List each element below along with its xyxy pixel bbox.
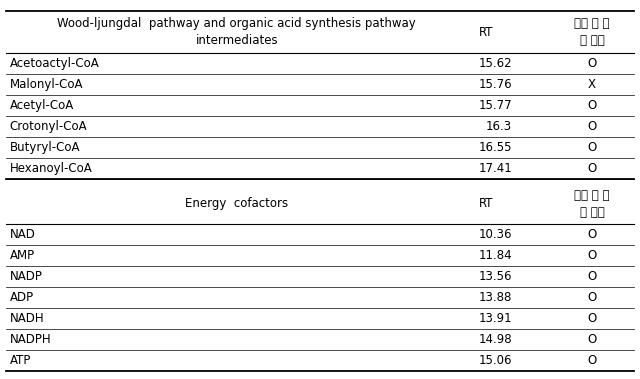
Text: NAD: NAD — [10, 229, 35, 241]
Text: X: X — [588, 78, 596, 91]
Text: 16.55: 16.55 — [479, 141, 512, 154]
Text: 11.84: 11.84 — [478, 249, 512, 263]
Text: 세포 내 검
칬 여부: 세포 내 검 칬 여부 — [574, 188, 610, 219]
Text: 17.41: 17.41 — [478, 162, 512, 175]
Text: O: O — [588, 271, 596, 283]
Text: O: O — [588, 141, 596, 154]
Text: 16.3: 16.3 — [486, 120, 512, 133]
Text: Wood-ljungdal  pathway and organic acid synthesis pathway
intermediates: Wood-ljungdal pathway and organic acid s… — [58, 17, 416, 47]
Text: Acetoactyl-CoA: Acetoactyl-CoA — [10, 57, 99, 70]
Text: O: O — [588, 162, 596, 175]
Text: 15.76: 15.76 — [478, 78, 512, 91]
Text: Energy  cofactors: Energy cofactors — [185, 197, 289, 210]
Text: O: O — [588, 312, 596, 326]
Text: 15.77: 15.77 — [478, 99, 512, 112]
Text: Butyryl-CoA: Butyryl-CoA — [10, 141, 80, 154]
Text: RT: RT — [479, 26, 493, 39]
Text: O: O — [588, 334, 596, 346]
Text: O: O — [588, 354, 596, 367]
Text: ADP: ADP — [10, 291, 34, 304]
Text: 14.98: 14.98 — [478, 334, 512, 346]
Text: O: O — [588, 249, 596, 263]
Text: NADH: NADH — [10, 312, 44, 326]
Text: O: O — [588, 229, 596, 241]
Text: AMP: AMP — [10, 249, 35, 263]
Text: NADP: NADP — [10, 271, 42, 283]
Text: 13.88: 13.88 — [479, 291, 512, 304]
Text: 15.06: 15.06 — [479, 354, 512, 367]
Text: Malonyl-CoA: Malonyl-CoA — [10, 78, 83, 91]
Text: 10.36: 10.36 — [479, 229, 512, 241]
Text: NADPH: NADPH — [10, 334, 51, 346]
Text: O: O — [588, 99, 596, 112]
Text: Crotonyl-CoA: Crotonyl-CoA — [10, 120, 87, 133]
Text: 13.91: 13.91 — [478, 312, 512, 326]
Text: ATP: ATP — [10, 354, 31, 367]
Text: O: O — [588, 291, 596, 304]
Text: 15.62: 15.62 — [478, 57, 512, 70]
Text: RT: RT — [479, 197, 493, 210]
Text: Hexanoyl-CoA: Hexanoyl-CoA — [10, 162, 92, 175]
Text: 세포 내 검
칬 여부: 세포 내 검 칬 여부 — [574, 17, 610, 47]
Text: O: O — [588, 57, 596, 70]
Text: Acetyl-CoA: Acetyl-CoA — [10, 99, 74, 112]
Text: O: O — [588, 120, 596, 133]
Text: 13.56: 13.56 — [479, 271, 512, 283]
